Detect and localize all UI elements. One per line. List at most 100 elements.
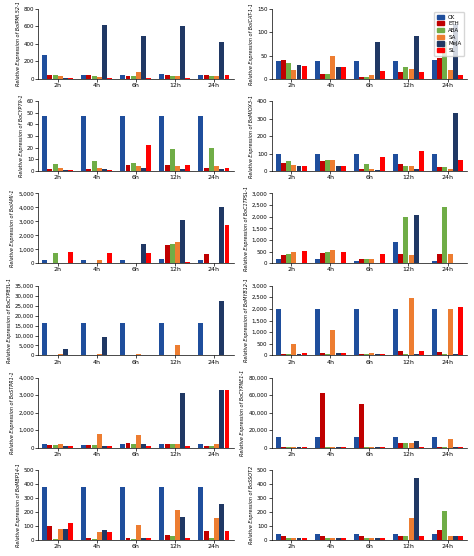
Bar <box>180 517 185 540</box>
Bar <box>47 76 52 79</box>
Bar <box>354 261 359 264</box>
Bar <box>42 322 47 355</box>
Y-axis label: Relative Expression of BoCYP83L-1: Relative Expression of BoCYP83L-1 <box>7 278 12 363</box>
Bar <box>354 534 359 540</box>
Bar <box>120 488 125 540</box>
Bar <box>336 166 341 171</box>
Bar <box>354 437 359 448</box>
Bar <box>419 262 424 264</box>
Bar <box>315 61 320 79</box>
Bar <box>276 259 281 264</box>
Bar <box>437 352 442 355</box>
Bar <box>276 534 281 540</box>
Bar <box>286 161 291 171</box>
Bar <box>209 539 214 540</box>
Bar <box>359 537 364 540</box>
Bar <box>365 539 369 540</box>
Y-axis label: Relative Expression of BoCYP79-1: Relative Expression of BoCYP79-1 <box>19 95 24 177</box>
Bar <box>225 531 229 540</box>
Bar <box>409 299 413 355</box>
Bar <box>393 437 398 448</box>
Bar <box>68 252 73 264</box>
Bar <box>315 259 320 264</box>
Bar <box>102 530 107 540</box>
Bar <box>419 351 424 355</box>
Bar <box>219 301 224 355</box>
Bar <box>209 148 214 171</box>
Bar <box>359 259 364 264</box>
Bar <box>375 262 380 264</box>
Y-axis label: Relative Expression of BolPMI.52-1: Relative Expression of BolPMI.52-1 <box>16 2 21 86</box>
Bar <box>214 444 219 448</box>
Bar <box>437 530 442 540</box>
Bar <box>68 523 73 540</box>
Bar <box>120 116 125 171</box>
Bar <box>47 526 52 540</box>
Bar <box>380 71 385 79</box>
Bar <box>225 390 229 448</box>
Bar <box>159 73 164 79</box>
Bar <box>341 67 346 79</box>
Bar <box>398 351 403 355</box>
Bar <box>403 217 408 264</box>
Bar <box>437 255 442 264</box>
Bar <box>414 170 419 171</box>
Bar <box>180 168 185 171</box>
Bar <box>136 166 141 171</box>
Bar <box>81 322 86 355</box>
Bar <box>199 444 203 448</box>
Bar <box>214 166 219 171</box>
Bar <box>370 75 374 79</box>
Bar <box>159 259 164 264</box>
Bar <box>419 72 424 79</box>
Bar <box>141 245 146 264</box>
Bar <box>297 539 301 540</box>
Bar <box>180 394 185 448</box>
Bar <box>375 354 380 355</box>
Bar <box>141 167 146 171</box>
Bar <box>219 42 224 79</box>
Bar <box>409 68 413 79</box>
Bar <box>315 534 320 540</box>
Bar <box>442 354 447 355</box>
Bar <box>204 76 209 79</box>
Bar <box>219 390 224 448</box>
Bar <box>126 76 130 79</box>
Bar <box>330 539 336 540</box>
Bar <box>120 260 125 264</box>
Bar <box>393 153 398 171</box>
Bar <box>330 250 336 264</box>
Bar <box>58 167 63 171</box>
Bar <box>81 260 86 264</box>
Bar <box>126 539 130 540</box>
Bar <box>204 446 209 448</box>
Bar <box>47 445 52 448</box>
Bar <box>199 488 203 540</box>
Bar <box>281 354 286 355</box>
Bar <box>53 164 57 171</box>
Bar <box>102 24 107 79</box>
Bar <box>292 344 296 355</box>
Bar <box>91 539 97 540</box>
Bar <box>380 157 385 171</box>
Bar <box>164 245 170 264</box>
Bar <box>447 309 453 355</box>
Bar <box>359 354 364 355</box>
Bar <box>336 67 341 79</box>
Bar <box>297 262 301 264</box>
Bar <box>336 262 341 264</box>
Bar <box>336 353 341 355</box>
Bar <box>286 63 291 79</box>
Bar <box>53 75 57 79</box>
Bar <box>325 160 330 171</box>
Bar <box>325 252 330 264</box>
Bar <box>131 163 136 171</box>
Bar <box>403 67 408 79</box>
Bar <box>42 260 47 264</box>
Bar <box>453 112 458 171</box>
Bar <box>209 76 214 79</box>
Bar <box>170 245 175 264</box>
Bar <box>175 444 180 448</box>
Bar <box>97 260 102 264</box>
Bar <box>398 164 403 171</box>
